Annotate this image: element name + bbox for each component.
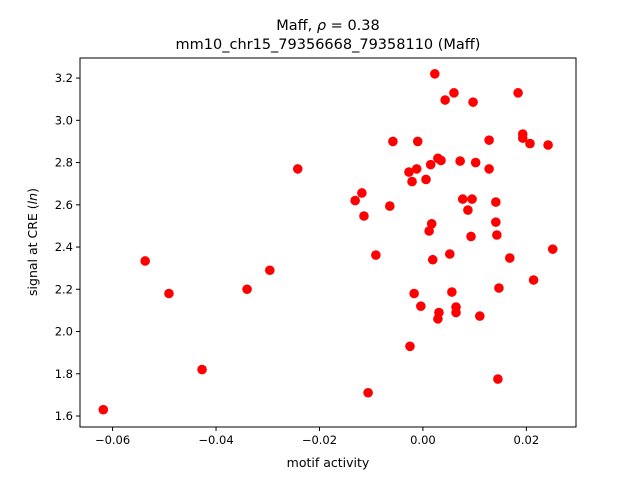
y-tick-label: 3.2 <box>55 71 73 85</box>
data-point <box>426 219 437 229</box>
data-point <box>265 265 275 276</box>
y-axis-label: signal at CRE (ln) <box>25 188 40 296</box>
data-point <box>404 167 414 177</box>
data-point <box>491 197 501 207</box>
y-tick-label: 2.4 <box>55 240 73 254</box>
x-tick-label: −0.02 <box>302 433 337 447</box>
y-tick-label: 2.6 <box>55 198 73 212</box>
data-point <box>543 140 553 150</box>
data-point <box>468 97 478 107</box>
data-point <box>357 188 367 198</box>
data-point <box>467 194 477 204</box>
data-point <box>463 205 473 215</box>
y-tick-label: 1.6 <box>55 409 73 423</box>
y-tick-label: 1.8 <box>55 367 73 381</box>
data-point <box>359 211 369 221</box>
x-axis-ticks: −0.06 −0.04 −0.02 0.00 0.02 <box>95 427 539 447</box>
x-tick-label: −0.04 <box>198 433 233 447</box>
data-point <box>405 341 415 352</box>
data-point <box>466 231 476 242</box>
data-point <box>455 156 465 166</box>
y-tick-label: 3.0 <box>55 113 73 127</box>
data-point <box>434 307 444 318</box>
chart-subtitle: mm10_chr15_79356668_79358110 (Maff) <box>176 37 481 53</box>
data-point <box>350 195 360 206</box>
chart-title: Maff, ρ = 0.38 <box>276 18 379 34</box>
data-point <box>547 244 558 254</box>
data-point <box>421 174 431 185</box>
data-point <box>492 230 502 240</box>
data-point <box>197 364 207 375</box>
data-point <box>517 133 528 143</box>
data-point <box>164 288 174 299</box>
data-point <box>451 307 461 318</box>
data-point <box>440 95 450 105</box>
data-point <box>427 254 438 265</box>
y-tick-label: 2.8 <box>55 156 73 170</box>
data-points <box>98 69 558 415</box>
y-axis-ticks: 1.6 1.8 2.0 2.2 2.4 2.6 2.8 3.0 3.2 <box>55 71 80 423</box>
data-point <box>484 164 494 174</box>
data-point <box>491 217 501 227</box>
data-point <box>416 301 426 311</box>
data-point <box>494 283 504 293</box>
data-point <box>457 194 468 204</box>
data-point <box>445 249 455 259</box>
x-axis-label: motif activity <box>287 455 370 470</box>
data-point <box>242 284 252 295</box>
data-point <box>140 256 150 266</box>
data-point <box>449 88 459 98</box>
data-point <box>447 287 457 297</box>
data-point <box>525 138 535 149</box>
data-point <box>363 387 373 398</box>
data-point <box>292 164 303 174</box>
data-point <box>493 374 503 384</box>
data-point <box>385 201 395 211</box>
x-tick-label: 0.02 <box>514 433 540 447</box>
data-point <box>98 404 109 415</box>
data-point <box>430 69 440 79</box>
x-tick-label: −0.06 <box>95 433 130 447</box>
data-point <box>436 155 446 166</box>
plot-frame <box>79 57 577 428</box>
data-point <box>528 275 539 285</box>
y-tick-label: 2.0 <box>55 325 73 339</box>
y-tick-label: 2.2 <box>55 282 73 296</box>
data-point <box>470 157 481 168</box>
data-point <box>409 288 419 299</box>
x-tick-label: 0.00 <box>410 433 436 447</box>
data-point <box>513 88 523 98</box>
data-point <box>412 136 423 147</box>
data-point <box>474 311 485 321</box>
data-point <box>504 253 515 263</box>
data-point <box>371 250 381 260</box>
data-point <box>411 164 422 174</box>
data-point <box>388 136 398 147</box>
data-point <box>484 135 494 145</box>
data-point <box>407 176 417 187</box>
data-point <box>425 159 436 170</box>
